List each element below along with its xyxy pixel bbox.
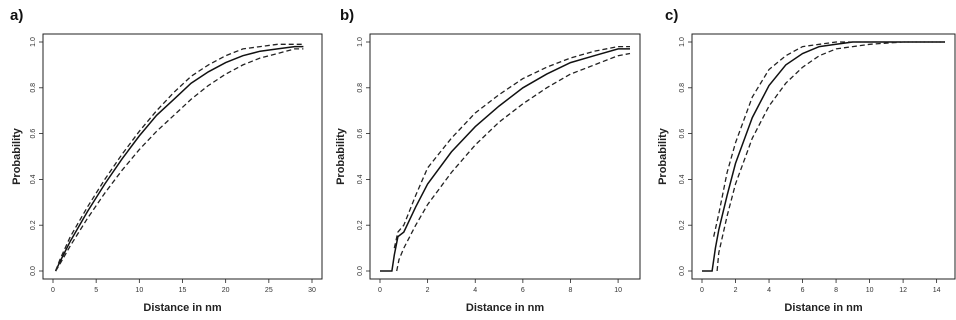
chart-1-y-tick-label: 0.4: [30, 174, 37, 184]
chart-1-x-tick-label: 20: [222, 287, 230, 294]
chart-3-x-tick-label: 0: [700, 287, 704, 294]
chart-3-panel-label: c): [665, 7, 678, 24]
chart-2-series-2-dashed-line: [393, 45, 630, 249]
chart-3-y-tick-label: 0.0: [679, 266, 686, 276]
chart-3-x-tick-label: 6: [801, 287, 805, 294]
chart-1-panel: a) 0 5 10 15 20 25 30 0.0 0.2 0.4 0.6 0.8 1.0 Distance…: [10, 7, 323, 314]
chart-2-series-3-dashed-line: [396, 52, 631, 272]
chart-3-plot-frame: [691, 33, 956, 280]
chart-1-series-2-dashed-line: [54, 43, 304, 272]
chart-1-x-axis-title: Distance in nm: [143, 302, 221, 314]
chart-2-series-1-solid-line: [380, 48, 630, 272]
chart-2-y-tick-label: 0.6: [357, 129, 364, 139]
chart-1-x-tick-label: 0: [51, 287, 55, 294]
chart-1-plot-frame: [42, 33, 323, 280]
chart-3-x-tick-label: 2: [734, 287, 738, 294]
chart-3-series-1-solid-line: [702, 41, 945, 272]
chart-2-y-tick-label: 1.0: [357, 37, 364, 47]
chart-1-y-tick-label: 0.0: [30, 266, 37, 276]
chart-1-y-tick-label: 0.6: [30, 129, 37, 139]
chart-2-x-tick-label: 4: [473, 287, 477, 294]
chart-1-x-tick-label: 10: [135, 287, 143, 294]
chart-2-panel-label: b): [340, 7, 354, 24]
chart-1-y-tick-label: 0.2: [30, 220, 37, 230]
chart-1-y-axis-title: Probability: [11, 127, 23, 185]
chart-3-x-tick-label: 14: [933, 287, 941, 294]
chart-3-x-tick-label: 4: [767, 287, 771, 294]
chart-2-x-tick-label: 0: [378, 287, 382, 294]
chart-3-y-tick-label: 0.6: [679, 129, 686, 139]
chart-3-series-2-dashed-line: [713, 41, 945, 237]
chart-2-y-tick-label: 0.0: [357, 266, 364, 276]
chart-3-x-tick-label: 10: [866, 287, 874, 294]
chart-1-x-tick-label: 15: [179, 287, 187, 294]
chart-2-y-tick-label: 0.8: [357, 83, 364, 93]
chart-3-y-tick-label: 1.0: [679, 37, 686, 47]
chart-3-y-tick-label: 0.4: [679, 174, 686, 184]
chart-1-panel-label: a): [10, 7, 23, 24]
chart-1-x-tick-label: 25: [265, 287, 273, 294]
chart-2-panel: b) 0 2 4 6 8 10 0.0 0.2 0.4 0.6 0.8 1.0 Distance in n…: [335, 7, 641, 314]
chart-2-x-tick-label: 10: [614, 287, 622, 294]
chart-1-series-1-solid-line: [54, 45, 304, 272]
chart-3-x-axis-title: Distance in nm: [784, 302, 862, 314]
chart-2-x-tick-label: 8: [569, 287, 573, 294]
chart-3-panel: c) 0 2 4 6 8 10 12 14 0.0 0.2 0.4 0.6 0.8 1.0 Distance …: [657, 7, 956, 314]
chart-3-y-tick-label: 0.8: [679, 83, 686, 93]
chart-2-plot-frame: [369, 33, 641, 280]
chart-3-y-tick-label: 0.2: [679, 220, 686, 230]
chart-1-x-tick-label: 5: [94, 287, 98, 294]
chart-1-y-tick-label: 1.0: [30, 37, 37, 47]
chart-2-y-tick-label: 0.2: [357, 220, 364, 230]
chart-3-y-axis-title: Probability: [657, 127, 669, 185]
chart-1-series-3-dashed-line: [55, 48, 304, 272]
chart-1-y-tick-label: 0.8: [30, 83, 37, 93]
chart-2-y-axis-title: Probability: [335, 127, 347, 185]
chart-2-x-tick-label: 2: [426, 287, 430, 294]
chart-3-x-tick-label: 8: [834, 287, 838, 294]
chart-3-series-3-dashed-line: [716, 41, 945, 272]
chart-1-x-tick-label: 30: [308, 287, 316, 294]
chart-2-x-tick-label: 6: [521, 287, 525, 294]
chart-2-y-tick-label: 0.4: [357, 174, 364, 184]
chart-2-x-axis-title: Distance in nm: [466, 302, 544, 314]
chart-3-x-tick-label: 12: [899, 287, 907, 294]
